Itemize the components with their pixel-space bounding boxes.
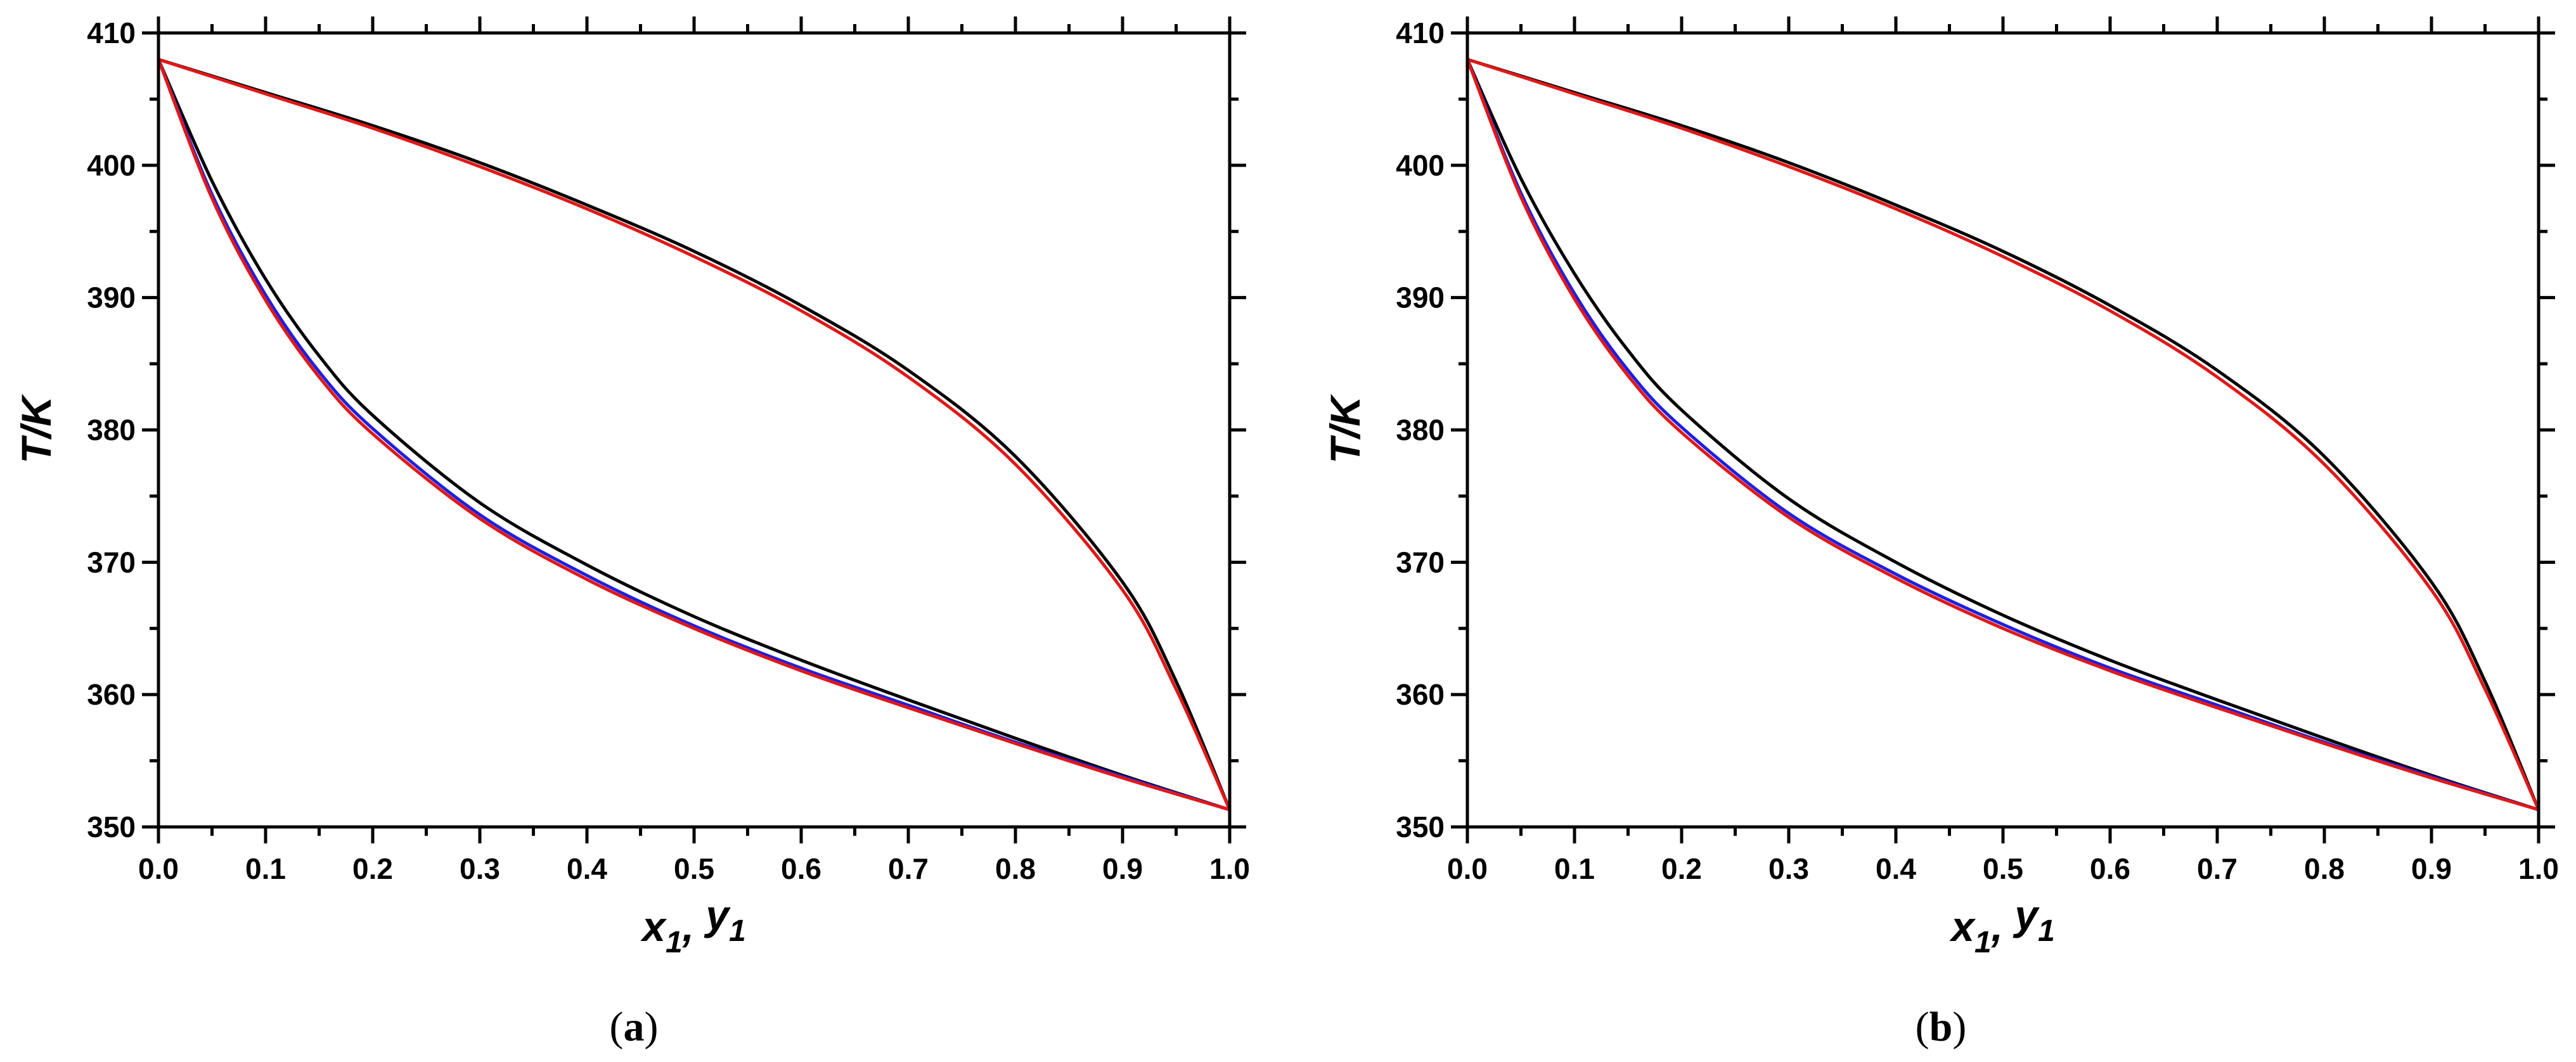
series-line-red-1 (1467, 58, 2539, 812)
series-line-black-2 (158, 58, 1230, 812)
x-tick-label: 0.4 (1876, 852, 1916, 885)
x-tick-label: 0.7 (888, 852, 929, 885)
series-line-red-4 (158, 58, 1230, 812)
x-tick-label: 0.3 (460, 852, 500, 885)
x-tick-label: 0.8 (2304, 852, 2345, 885)
panel-label-letter: a (624, 1004, 645, 1050)
x-tick-label: 1.0 (1209, 852, 1250, 885)
x-axis-sub-1: 1 (666, 926, 683, 959)
y-tick-label: 370 (1396, 546, 1445, 579)
panel-label-open: ( (610, 1004, 624, 1050)
y-tick-label: 350 (87, 810, 136, 843)
x-tick-label: 0.1 (245, 852, 286, 885)
chart-panel-a: 0.0 0.1 0.2 0.3 0.4 0.5 0.6 0.7 0.8 0.9 1.0 350 360 3… (13, 16, 1250, 1050)
y-tick-label: 360 (87, 678, 136, 711)
panel-label-close: ) (1952, 1004, 1966, 1050)
x-tick-label: 0.6 (781, 852, 821, 885)
x-tick-label: 0.0 (138, 852, 179, 885)
panel-label-open: ( (1916, 1004, 1929, 1050)
x-axis-var-y: y (704, 892, 731, 938)
x-tick-label: 0.6 (2090, 852, 2130, 885)
panel-label-letter: b (1929, 1004, 1953, 1050)
x-axis-sub-2: 1 (729, 914, 746, 948)
x-axis-var-x: x (640, 903, 667, 950)
x-tick-label: 0.0 (1447, 852, 1488, 885)
y-tick-label: 390 (1396, 281, 1445, 314)
plot-frame (1465, 31, 2541, 829)
x-axis-title: x1, y1 (640, 892, 746, 959)
y-axis-title: T/K (1322, 393, 1368, 464)
x-tick-label: 0.8 (995, 852, 1036, 885)
x-tick-label: 0.4 (567, 852, 607, 885)
series-line-red-1 (158, 58, 1230, 812)
x-tick-label: 0.3 (1768, 852, 1809, 885)
x-axis-var-y: y (2012, 892, 2040, 938)
y-tick-label: 380 (1396, 414, 1445, 447)
panel-label: (b) (1916, 1004, 1967, 1050)
x-tick-label: 0.5 (674, 852, 714, 885)
x-axis-var-x: x (1949, 903, 1976, 950)
series-line-black-0 (158, 58, 1230, 812)
chart-panel-b: 0.0 0.1 0.2 0.3 0.4 0.5 0.6 0.7 0.8 0.9 1.0 350 360 3… (1322, 16, 2559, 1050)
x-axis-sub-2: 1 (2038, 914, 2055, 948)
x-tick-label: 0.7 (2197, 852, 2238, 885)
y-tick-label: 350 (1396, 810, 1445, 843)
x-axis-title: x1, y1 (1949, 892, 2055, 959)
x-tick-label: 1.0 (2518, 852, 2559, 885)
series-group (1467, 58, 2539, 812)
y-tick-label: 410 (1396, 16, 1445, 49)
series-line-black-2 (1467, 58, 2539, 812)
x-axis-separator: , (682, 903, 706, 950)
series-line-blue-3 (1467, 58, 2539, 812)
series-line-blue-3 (158, 58, 1230, 812)
series-group (158, 58, 1230, 812)
y-tick-label: 390 (87, 281, 136, 314)
series-line-red-4 (1467, 58, 2539, 812)
y-tick-label: 360 (1396, 678, 1445, 711)
y-tick-label: 370 (87, 546, 136, 579)
x-axis-separator: , (1991, 903, 2015, 950)
x-tick-label: 0.2 (352, 852, 393, 885)
panel-label-close: ) (645, 1004, 659, 1050)
series-line-black-0 (1467, 58, 2539, 812)
y-tick-label: 400 (1396, 149, 1445, 182)
x-tick-label: 0.2 (1661, 852, 1702, 885)
panel-label: (a) (610, 1004, 659, 1050)
x-tick-label: 0.1 (1554, 852, 1595, 885)
x-tick-label: 0.9 (2411, 852, 2452, 885)
y-tick-label: 400 (87, 149, 136, 182)
y-axis-title: T/K (13, 393, 60, 464)
plot-frame (157, 31, 1232, 829)
x-tick-label: 0.5 (1983, 852, 2023, 885)
x-axis-sub-1: 1 (1974, 926, 1992, 959)
y-tick-label: 380 (87, 414, 136, 447)
x-tick-label: 0.9 (1102, 852, 1143, 885)
y-tick-label: 410 (87, 16, 136, 49)
